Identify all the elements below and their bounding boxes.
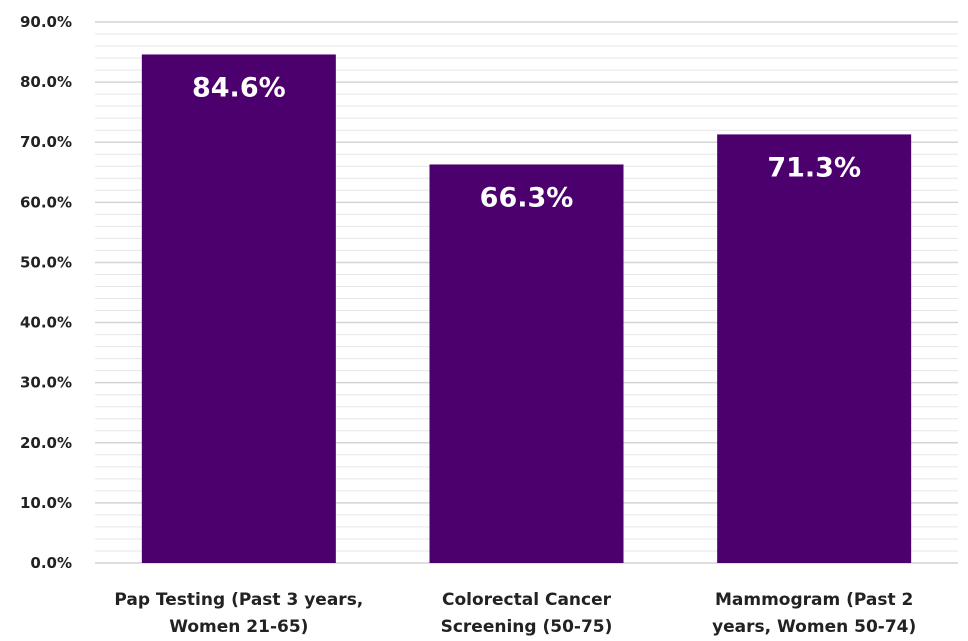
data-label: 71.3% — [767, 152, 861, 183]
y-tick-label: 60.0% — [20, 193, 72, 211]
y-axis-tick-labels: 0.0% 10.0% 20.0% 30.0% 40.0% 50.0% 60.0% 70.0% 8… — [20, 13, 72, 572]
bars — [141, 54, 912, 564]
x-axis-category-labels: Pap Testing (Past 3 years, Women 21-65) Co… — [114, 590, 916, 637]
x-tick-label: Mammogram (Past 2 — [715, 590, 913, 610]
y-tick-label: 20.0% — [20, 434, 72, 452]
y-tick-label: 80.0% — [20, 73, 72, 91]
x-tick-label: Screening (50-75) — [441, 617, 613, 637]
y-tick-label: 70.0% — [20, 133, 72, 151]
y-tick-label: 30.0% — [20, 374, 72, 392]
y-tick-label: 50.0% — [20, 253, 72, 271]
y-tick-label: 90.0% — [20, 13, 72, 31]
x-tick-label: Pap Testing (Past 3 years, — [114, 590, 363, 610]
data-labels: 84.6% 66.3% 71.3% — [192, 72, 861, 213]
data-label: 84.6% — [192, 72, 286, 103]
x-tick-label: Colorectal Cancer — [442, 590, 612, 610]
x-tick-label: years, Women 50-74) — [712, 617, 916, 637]
bar — [141, 54, 336, 564]
bar — [717, 134, 912, 563]
bar — [429, 164, 624, 564]
y-tick-label: 10.0% — [20, 494, 72, 512]
y-tick-label: 40.0% — [20, 314, 72, 332]
x-tick-label: Women 21-65) — [169, 617, 308, 637]
data-label: 66.3% — [480, 182, 574, 213]
y-tick-label: 0.0% — [30, 554, 72, 572]
